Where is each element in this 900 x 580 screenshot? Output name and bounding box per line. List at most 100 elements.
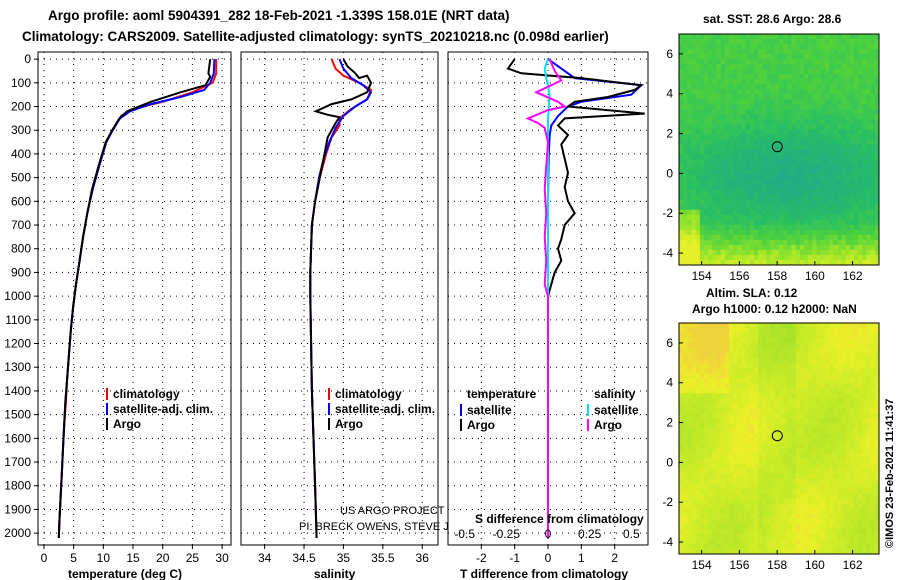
heatmap-cell bbox=[691, 194, 697, 201]
heatmap-cell bbox=[754, 398, 759, 404]
heatmap-cell bbox=[870, 398, 876, 404]
heatmap-cell bbox=[824, 109, 830, 115]
heatmap-cell bbox=[858, 438, 863, 444]
heatmap-cell bbox=[816, 159, 822, 165]
heatmap-cell bbox=[795, 224, 801, 231]
heatmap-cell bbox=[758, 184, 763, 191]
heatmap-cell bbox=[854, 473, 859, 480]
heatmap-cell bbox=[866, 34, 872, 40]
heatmap-cell bbox=[687, 119, 692, 125]
heatmap-cell bbox=[687, 353, 692, 359]
heatmap-cell bbox=[854, 214, 859, 221]
heatmap-cell bbox=[791, 428, 797, 434]
heatmap-cell bbox=[787, 219, 792, 226]
heatmap-cell bbox=[745, 443, 751, 449]
heatmap-cell bbox=[749, 383, 755, 389]
heatmap-cell bbox=[845, 478, 851, 485]
heatmap-cell bbox=[729, 398, 734, 404]
heatmap-cell bbox=[770, 104, 776, 110]
heatmap-cell bbox=[808, 373, 813, 379]
heatmap-cell bbox=[733, 139, 738, 145]
heatmap-cell bbox=[783, 109, 788, 115]
heatmap-cell bbox=[866, 184, 872, 191]
heatmap-cell bbox=[699, 174, 705, 181]
heatmap-cell bbox=[712, 473, 717, 480]
heatmap-cell bbox=[745, 428, 751, 434]
heatmap-cell bbox=[795, 428, 801, 434]
heatmap-cell bbox=[824, 69, 830, 75]
heatmap-cell bbox=[683, 498, 688, 505]
heatmap-cell bbox=[820, 234, 826, 241]
heatmap-cell bbox=[824, 249, 830, 256]
heatmap-cell bbox=[858, 249, 863, 256]
heatmap-cell bbox=[749, 239, 755, 246]
heatmap-cell bbox=[749, 234, 755, 241]
heatmap-cell bbox=[833, 493, 838, 500]
heatmap-cell bbox=[816, 493, 822, 500]
heatmap-cell bbox=[770, 493, 776, 500]
heatmap-cell bbox=[816, 154, 822, 160]
heatmap-cell bbox=[762, 538, 767, 545]
heatmap-cell bbox=[841, 433, 847, 439]
heatmap-cell bbox=[870, 189, 876, 196]
heatmap-cell bbox=[720, 533, 726, 540]
heatmap-cell bbox=[791, 194, 797, 201]
heatmap-cell bbox=[712, 418, 717, 424]
heatmap-cell bbox=[820, 493, 826, 500]
heatmap-cell bbox=[720, 219, 726, 226]
heatmap-cell bbox=[779, 259, 784, 266]
heatmap-cell bbox=[695, 204, 701, 211]
heatmap-cell bbox=[841, 448, 847, 454]
heatmap-cell bbox=[858, 458, 863, 465]
heatmap-cell bbox=[733, 408, 738, 414]
heatmap-cell bbox=[795, 239, 801, 246]
heatmap-cell bbox=[741, 468, 747, 475]
heatmap-cell bbox=[779, 244, 784, 251]
heatmap-cell bbox=[749, 154, 755, 160]
heatmap-cell bbox=[874, 69, 880, 75]
heatmap-cell bbox=[824, 74, 830, 80]
heatmap-cell bbox=[804, 99, 809, 105]
heatmap-cell bbox=[791, 458, 797, 465]
heatmap-cell bbox=[783, 69, 788, 75]
heatmap-cell bbox=[724, 493, 730, 500]
heatmap-cell bbox=[870, 134, 876, 140]
heatmap-cell bbox=[704, 169, 709, 176]
heatmap-cell bbox=[729, 84, 734, 90]
heatmap-cell bbox=[791, 169, 797, 176]
heatmap-cell bbox=[679, 114, 684, 120]
heatmap-cell bbox=[733, 44, 738, 50]
heatmap-cell bbox=[754, 383, 759, 389]
x-tick-label: 2 bbox=[611, 551, 618, 565]
heatmap-cell bbox=[833, 164, 838, 170]
heatmap-cell bbox=[812, 164, 817, 170]
heatmap-cell bbox=[866, 338, 872, 344]
heatmap-cell bbox=[862, 348, 867, 354]
heatmap-cell bbox=[799, 328, 805, 334]
heatmap-cell bbox=[845, 358, 851, 364]
heatmap-cell bbox=[774, 348, 780, 354]
heatmap-cell bbox=[812, 393, 817, 399]
heatmap-cell bbox=[766, 333, 772, 339]
heatmap-cell bbox=[695, 548, 701, 555]
heatmap-cell bbox=[787, 64, 792, 70]
heatmap-cell bbox=[816, 59, 822, 65]
heatmap-cell bbox=[845, 498, 851, 505]
heatmap-cell bbox=[799, 478, 805, 485]
heatmap-cell bbox=[733, 34, 738, 40]
heatmap-cell bbox=[683, 488, 688, 495]
heatmap-cell bbox=[804, 119, 809, 125]
heatmap-cell bbox=[787, 543, 792, 550]
heatmap-cell bbox=[729, 164, 734, 170]
heatmap-cell bbox=[716, 144, 722, 150]
heatmap-cell bbox=[799, 533, 805, 540]
heatmap-cell bbox=[758, 418, 763, 424]
heatmap-cell bbox=[720, 458, 726, 465]
heatmap-cell bbox=[862, 144, 867, 150]
map-y-tick-label: -2 bbox=[662, 206, 673, 220]
heatmap-cell bbox=[866, 159, 872, 165]
heatmap-cell bbox=[820, 403, 826, 409]
heatmap-cell bbox=[766, 254, 772, 261]
heatmap-cell bbox=[770, 323, 776, 329]
heatmap-cell bbox=[687, 523, 692, 530]
